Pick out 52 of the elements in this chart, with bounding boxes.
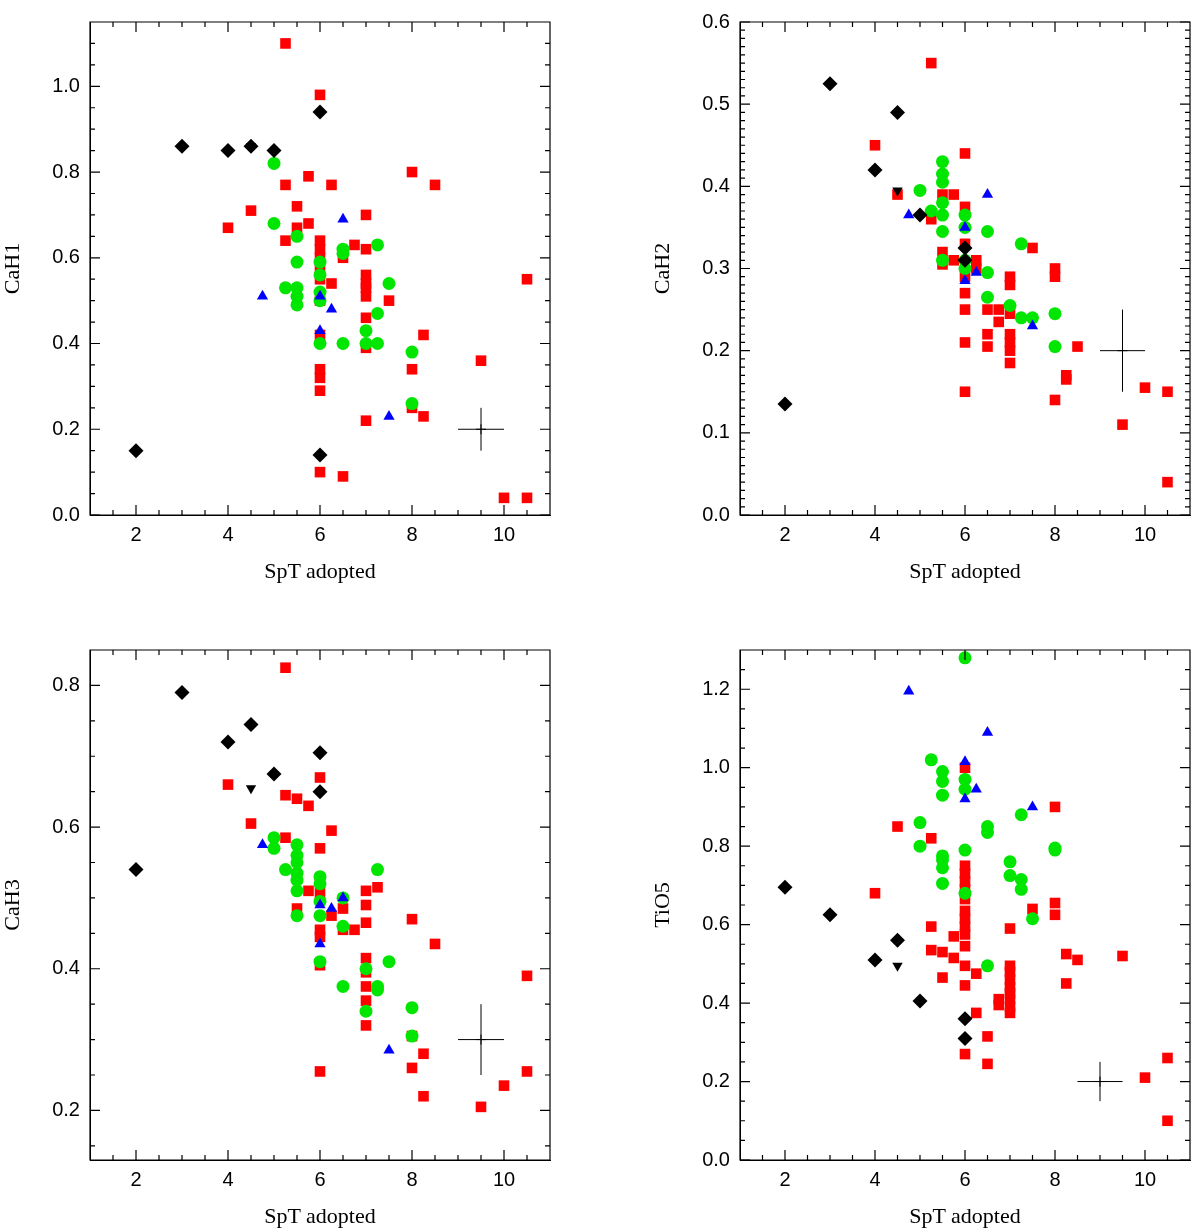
y-tick-label: 0.0: [702, 502, 730, 525]
y-tick-label: 0.6: [52, 814, 80, 837]
x-tick-label: 6: [314, 522, 326, 545]
x-axis-title: SpT adopted: [264, 557, 376, 583]
y-tick-label: 0.2: [52, 416, 80, 439]
x-tick-label: 4: [869, 522, 881, 545]
y-tick-label: 1.2: [702, 676, 730, 699]
x-tick-label: 2: [130, 1167, 142, 1190]
y-axis-title: CaH1: [0, 242, 24, 295]
y-tick-label: 0.4: [702, 173, 730, 196]
y-tick-label: 0.4: [702, 990, 730, 1013]
y-tick-label: 0.2: [702, 1069, 730, 1092]
y-tick-label: 0.6: [702, 9, 730, 32]
x-tick-label: 2: [130, 522, 142, 545]
x-tick-label: 4: [222, 1167, 234, 1190]
x-tick-label: 8: [406, 522, 418, 545]
y-tick-label: 0.3: [702, 256, 730, 279]
y-tick-label: 0.4: [52, 331, 80, 354]
x-axis-title: SpT adopted: [264, 1202, 376, 1228]
x-tick-label: 8: [1049, 522, 1061, 545]
x-axis-title: SpT adopted: [909, 557, 1021, 583]
x-tick-label: 10: [492, 1167, 516, 1190]
y-tick-label: 0.0: [702, 1147, 730, 1170]
x-tick-label: 10: [1133, 522, 1157, 545]
x-tick-label: 2: [779, 522, 791, 545]
x-axis-title: SpT adopted: [909, 1202, 1021, 1228]
y-tick-label: 0.8: [52, 672, 80, 695]
x-tick-label: 6: [959, 522, 971, 545]
y-tick-label: 0.8: [702, 833, 730, 856]
y-axis-title: TiO5: [648, 882, 674, 928]
x-tick-label: 10: [492, 522, 516, 545]
y-tick-label: 0.8: [52, 159, 80, 182]
y-tick-label: 1.0: [702, 755, 730, 778]
y-axis-title: CaH2: [648, 242, 674, 295]
x-tick-label: 8: [406, 1167, 418, 1190]
y-tick-label: 0.5: [702, 91, 730, 114]
y-tick-label: 0.4: [52, 956, 80, 979]
y-tick-label: 0.6: [702, 912, 730, 935]
y-tick-label: 0.2: [52, 1097, 80, 1120]
x-tick-label: 6: [959, 1167, 971, 1190]
x-tick-label: 4: [869, 1167, 881, 1190]
x-tick-label: 6: [314, 1167, 326, 1190]
x-tick-label: 8: [1049, 1167, 1061, 1190]
x-tick-label: 2: [779, 1167, 791, 1190]
y-tick-label: 0.2: [702, 338, 730, 361]
y-axis-title: CaH3: [0, 879, 24, 931]
y-tick-label: 0.0: [52, 502, 80, 525]
x-tick-label: 4: [222, 522, 234, 545]
y-tick-label: 1.0: [52, 73, 80, 96]
y-tick-label: 0.6: [52, 245, 80, 268]
x-tick-label: 10: [1133, 1167, 1157, 1190]
y-tick-label: 0.1: [702, 420, 730, 443]
